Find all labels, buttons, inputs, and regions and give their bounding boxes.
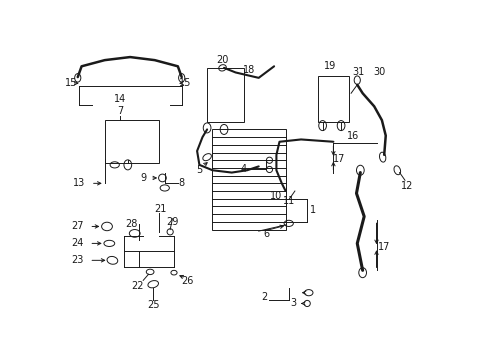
Text: 3: 3 bbox=[290, 298, 296, 309]
Text: 20: 20 bbox=[216, 55, 228, 65]
Text: 25: 25 bbox=[147, 300, 159, 310]
Text: 4: 4 bbox=[240, 165, 246, 175]
Text: 16: 16 bbox=[346, 131, 359, 141]
Text: 7: 7 bbox=[117, 106, 123, 116]
Text: 8: 8 bbox=[178, 178, 184, 188]
Text: 14: 14 bbox=[114, 94, 126, 104]
Text: 22: 22 bbox=[131, 281, 144, 291]
Text: 9: 9 bbox=[140, 173, 146, 183]
Bar bbox=[317, 76, 348, 122]
Text: 30: 30 bbox=[373, 67, 385, 77]
Text: 18: 18 bbox=[242, 65, 254, 75]
Text: 6: 6 bbox=[263, 229, 269, 239]
Text: 19: 19 bbox=[324, 61, 336, 71]
Text: 11: 11 bbox=[283, 196, 295, 206]
Bar bbox=[207, 68, 244, 122]
Bar bbox=[104, 120, 158, 163]
Text: 24: 24 bbox=[71, 238, 84, 248]
Text: 15: 15 bbox=[179, 78, 191, 88]
Text: 2: 2 bbox=[261, 292, 267, 302]
Text: 26: 26 bbox=[181, 276, 193, 286]
Text: 17: 17 bbox=[333, 154, 345, 164]
Text: 27: 27 bbox=[71, 221, 84, 231]
Text: 31: 31 bbox=[352, 67, 364, 77]
Text: 5: 5 bbox=[196, 165, 202, 175]
Text: 23: 23 bbox=[71, 255, 84, 265]
Text: 15: 15 bbox=[65, 78, 78, 88]
Text: 17: 17 bbox=[377, 242, 389, 252]
Text: 28: 28 bbox=[125, 219, 138, 229]
Text: 13: 13 bbox=[73, 178, 85, 188]
Bar bbox=[212, 130, 285, 230]
Text: 21: 21 bbox=[154, 204, 167, 214]
Text: 29: 29 bbox=[166, 217, 178, 227]
Text: 1: 1 bbox=[309, 205, 315, 215]
Text: 10: 10 bbox=[269, 191, 281, 201]
Text: 12: 12 bbox=[400, 181, 413, 191]
